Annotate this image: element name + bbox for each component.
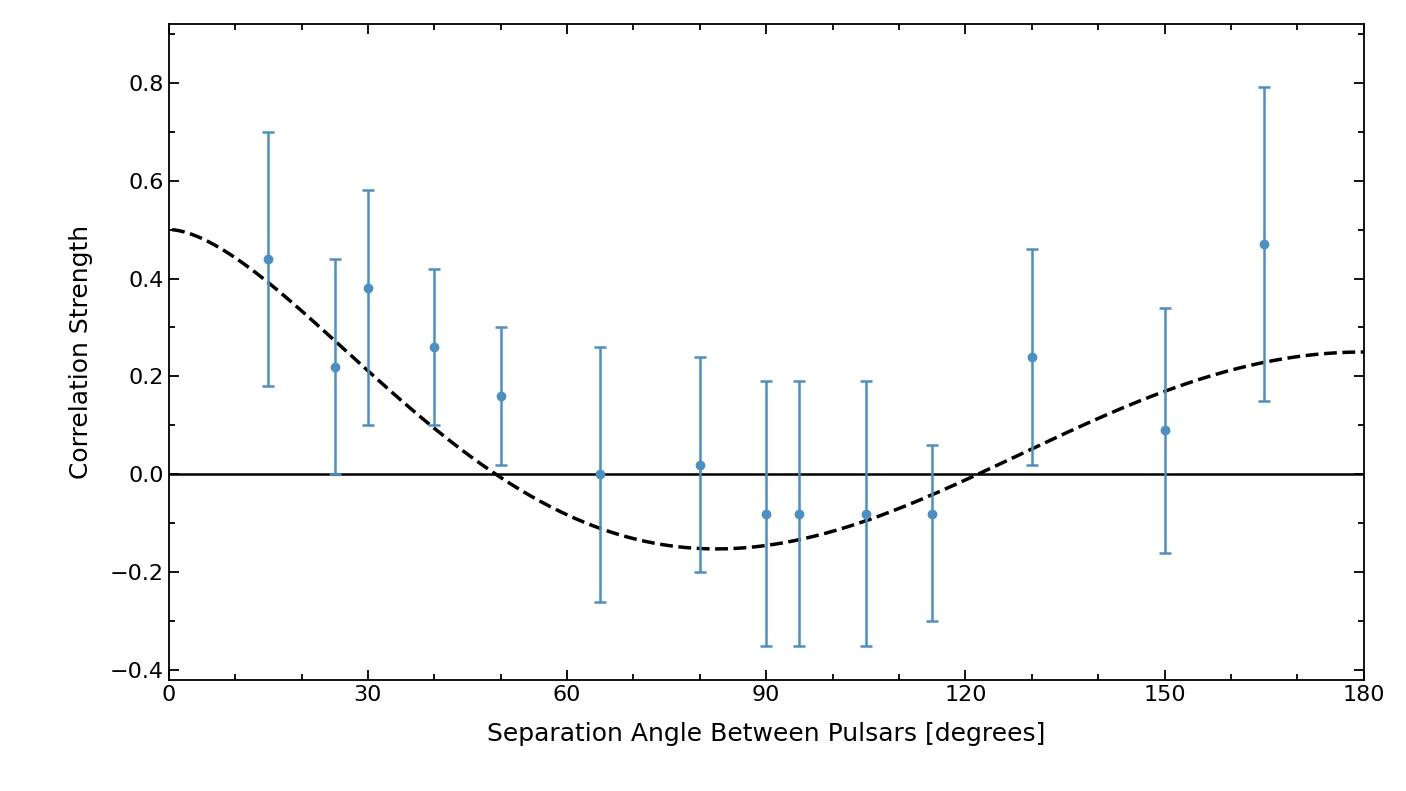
- X-axis label: Separation Angle Between Pulsars [degrees]: Separation Angle Between Pulsars [degree…: [486, 722, 1046, 746]
- Y-axis label: Correlation Strength: Correlation Strength: [69, 225, 93, 479]
